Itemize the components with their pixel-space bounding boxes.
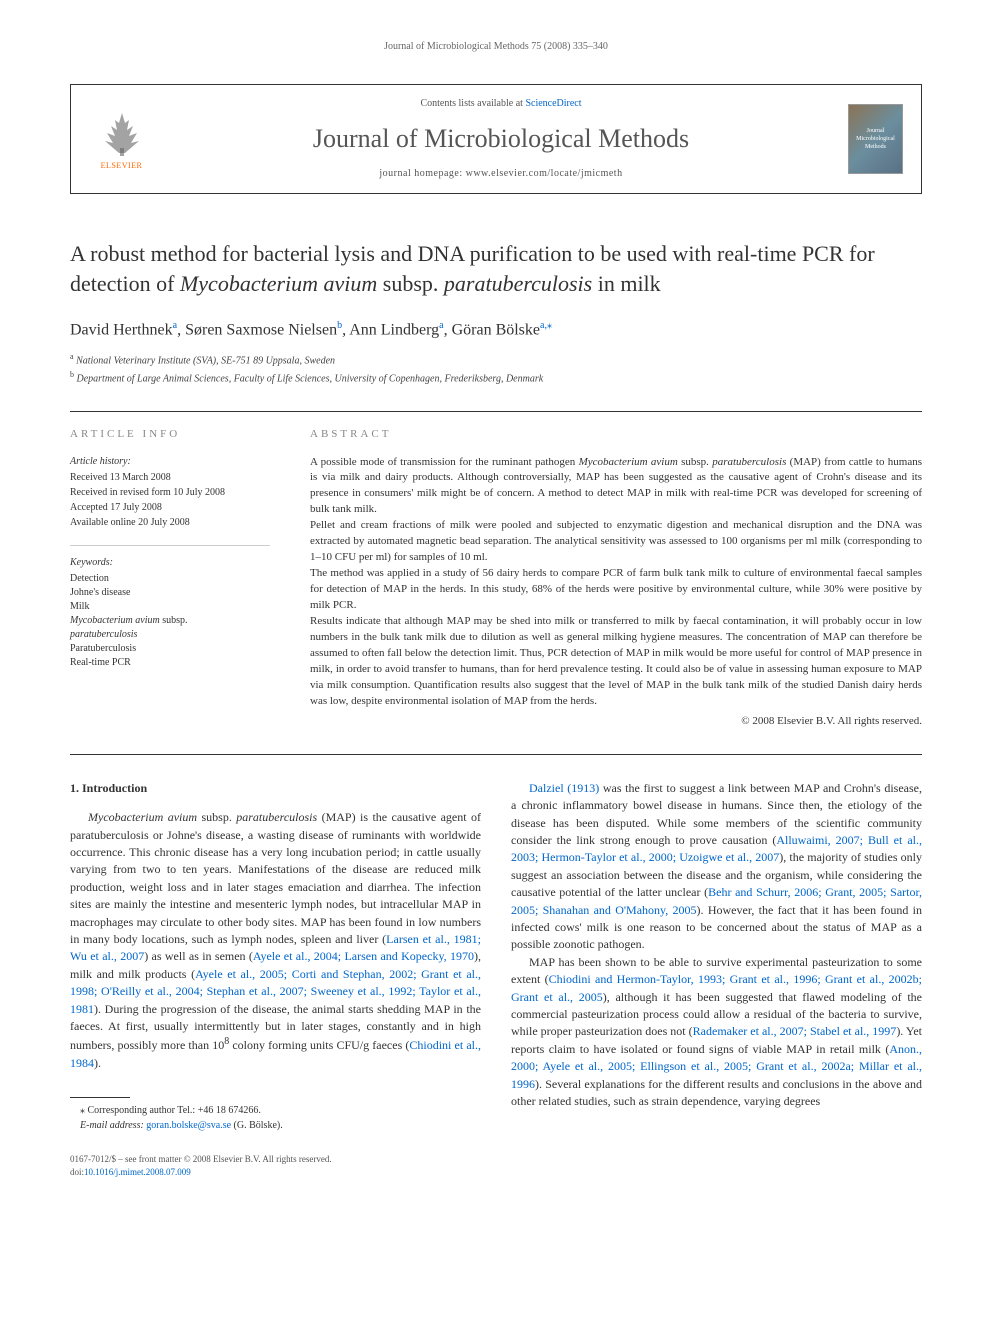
keyword-em: paratuberculosis: [70, 629, 137, 640]
body-paragraph: Dalziel (1913) was the first to suggest …: [511, 780, 922, 954]
keyword: Real-time PCR: [70, 656, 270, 670]
aff-text: Department of Large Animal Sciences, Fac…: [74, 373, 543, 384]
contents-line: Contents lists available at ScienceDirec…: [174, 97, 828, 111]
body-columns: 1. Introduction Mycobacterium avium subs…: [70, 780, 922, 1179]
keyword: Paratuberculosis: [70, 642, 270, 656]
doi-prefix: doi:: [70, 1167, 84, 1177]
journal-cover-thumbnail: Journal Microbiological Methods: [848, 104, 903, 174]
affiliation-a: a National Veterinary Institute (SVA), S…: [70, 351, 922, 368]
footer-copyright: 0167-7012/$ – see front matter © 2008 El…: [70, 1153, 481, 1166]
corresponding-author-link[interactable]: ⁎: [547, 320, 552, 331]
cover-line: Microbiological: [856, 135, 895, 143]
article-info-heading: article info: [70, 427, 270, 442]
citation-link[interactable]: Ayele et al., 2004; Larsen and Kopecky, …: [253, 949, 474, 963]
keyword: paratuberculosis: [70, 628, 270, 642]
history-accepted: Accepted 17 July 2008: [70, 501, 270, 515]
abs-species: Mycobacterium avium: [579, 456, 678, 468]
history-received: Received 13 March 2008: [70, 471, 270, 485]
body-paragraph: MAP has been shown to be able to survive…: [511, 954, 922, 1111]
abstract-text: A possible mode of transmission for the …: [310, 455, 922, 710]
aff-text: National Veterinary Institute (SVA), SE-…: [74, 356, 335, 367]
body-text: (MAP) is the causative agent of paratube…: [70, 810, 481, 946]
journal-title: Journal of Microbiological Methods: [174, 121, 828, 157]
footnote-text: Corresponding author Tel.: +46 18 674266…: [85, 1105, 261, 1116]
body-text: ).: [94, 1056, 101, 1070]
authors-line: David Herthneka, Søren Saxmose Nielsenb,…: [70, 319, 922, 342]
keyword: Johne's disease: [70, 586, 270, 600]
keywords-label: Keywords:: [70, 545, 270, 570]
title-species: Mycobacterium avium: [180, 271, 377, 296]
section-divider: [70, 754, 922, 755]
abstract-para: Pellet and cream fractions of milk were …: [310, 518, 922, 566]
cover-line: Journal: [867, 127, 885, 135]
abstract-para: A possible mode of transmission for the …: [310, 455, 922, 519]
author-aff-link[interactable]: b: [337, 320, 342, 331]
abs-text: subsp.: [678, 456, 712, 468]
keyword: Detection: [70, 572, 270, 586]
body-text: colony forming units CFU/g faeces (: [229, 1038, 409, 1052]
title-species: paratuberculosis: [444, 271, 592, 296]
author-name: David Herthnek: [70, 321, 173, 338]
cover-line: Methods: [865, 143, 886, 151]
email-post: (G. Bölske).: [231, 1120, 283, 1131]
species-name: paratuberculosis: [236, 810, 317, 824]
history-revised: Received in revised form 10 July 2008: [70, 486, 270, 500]
keyword: Mycobacterium avium subsp.: [70, 614, 270, 628]
author-name: Göran Bölske: [452, 321, 540, 338]
footnote-divider: [70, 1097, 130, 1098]
author-aff-link[interactable]: a: [439, 320, 443, 331]
email-link[interactable]: goran.bolske@sva.se: [146, 1120, 231, 1131]
abs-species: paratuberculosis: [712, 456, 786, 468]
running-header: Journal of Microbiological Methods 75 (2…: [70, 40, 922, 54]
keyword-text: subsp.: [160, 615, 188, 626]
abstract-block: abstract A possible mode of transmission…: [310, 427, 922, 729]
body-text: ). Several explanations for the differen…: [511, 1077, 922, 1108]
elsevier-tree-icon: [97, 108, 147, 158]
author-name: Søren Saxmose Nielsen: [185, 321, 337, 338]
abstract-copyright: © 2008 Elsevier B.V. All rights reserved…: [310, 714, 922, 729]
citation-link[interactable]: Dalziel (1913): [529, 781, 599, 795]
homepage-prefix: journal homepage:: [379, 168, 465, 179]
author-name: Ann Lindberg: [349, 321, 439, 338]
footer-doi: doi:10.1016/j.mimet.2008.07.009: [70, 1166, 481, 1179]
body-paragraph: Mycobacterium avium subsp. paratuberculo…: [70, 809, 481, 1072]
article-title: A robust method for bacterial lysis and …: [70, 239, 922, 298]
email-label: E-mail address:: [80, 1120, 144, 1131]
abstract-para: Results indicate that although MAP may b…: [310, 614, 922, 710]
body-text: subsp.: [197, 810, 236, 824]
title-text: in milk: [592, 271, 660, 296]
abstract-heading: abstract: [310, 427, 922, 442]
journal-masthead: ELSEVIER Contents lists available at Sci…: [70, 84, 922, 194]
affiliations: a National Veterinary Institute (SVA), S…: [70, 351, 922, 386]
sciencedirect-link[interactable]: ScienceDirect: [525, 98, 581, 109]
article-info-block: article info Article history: Received 1…: [70, 427, 270, 729]
journal-homepage: journal homepage: www.elsevier.com/locat…: [174, 167, 828, 181]
body-text: ) as well as in semen (: [144, 949, 253, 963]
citation-link[interactable]: Rademaker et al., 2007; Stabel et al., 1…: [693, 1024, 897, 1038]
contents-prefix: Contents lists available at: [420, 98, 525, 109]
doi-link[interactable]: 10.1016/j.mimet.2008.07.009: [84, 1167, 191, 1177]
elsevier-text: ELSEVIER: [101, 160, 143, 171]
email-footnote: E-mail address: goran.bolske@sva.se (G. …: [70, 1119, 481, 1134]
affiliation-b: b Department of Large Animal Sciences, F…: [70, 369, 922, 386]
masthead-center: Contents lists available at ScienceDirec…: [174, 97, 828, 181]
keyword-em: Mycobacterium avium: [70, 615, 160, 626]
article-meta-row: article info Article history: Received 1…: [70, 411, 922, 729]
corresponding-footnote: ⁎ Corresponding author Tel.: +46 18 6742…: [70, 1104, 481, 1119]
history-label: Article history:: [70, 455, 270, 469]
author-aff-link[interactable]: a,: [540, 320, 547, 331]
keyword: Milk: [70, 600, 270, 614]
footer-block: 0167-7012/$ – see front matter © 2008 El…: [70, 1153, 481, 1179]
elsevier-logo: ELSEVIER: [89, 104, 154, 174]
homepage-url: www.elsevier.com/locate/jmicmeth: [466, 168, 623, 179]
species-name: Mycobacterium avium: [88, 810, 197, 824]
right-column: Dalziel (1913) was the first to suggest …: [511, 780, 922, 1179]
section-heading: 1. Introduction: [70, 780, 481, 797]
title-text: subsp.: [377, 271, 444, 296]
abstract-para: The method was applied in a study of 56 …: [310, 566, 922, 614]
left-column: 1. Introduction Mycobacterium avium subs…: [70, 780, 481, 1179]
author-aff-link[interactable]: a: [173, 320, 177, 331]
abs-text: A possible mode of transmission for the …: [310, 456, 579, 468]
history-online: Available online 20 July 2008: [70, 516, 270, 530]
